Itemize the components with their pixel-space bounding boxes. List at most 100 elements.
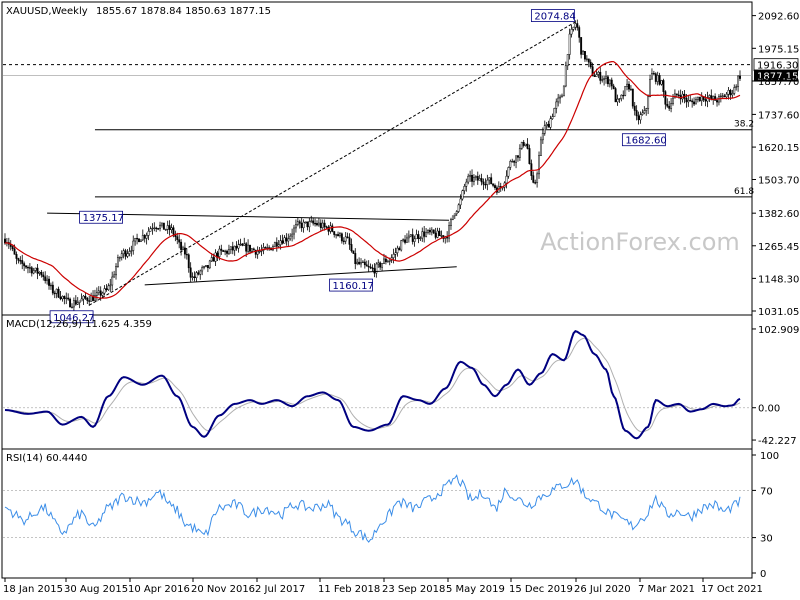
candle-body <box>285 237 288 242</box>
candle-body <box>654 73 657 82</box>
candle-body <box>27 266 29 269</box>
candle-body <box>400 240 403 251</box>
rsi-tick-label: 0 <box>760 569 766 580</box>
price-tick-label: 1265.45 <box>758 242 799 253</box>
candle-body <box>564 65 567 87</box>
axis-layer: 2092.60 1975.15 1857.70 1737.60 1620.15 1503.… <box>3 12 799 595</box>
candle-body <box>21 260 24 264</box>
candle-body <box>11 246 14 250</box>
candle-body <box>670 103 673 109</box>
candle-body <box>216 252 219 257</box>
candle-body <box>337 234 339 237</box>
price-tick-label: 1737.60 <box>758 110 799 121</box>
rsi-title: RSI(14) 60.4440 <box>6 453 87 464</box>
candle-body <box>388 260 391 262</box>
candle-body <box>407 235 410 239</box>
candle-body <box>118 257 121 259</box>
candle-body <box>539 139 542 156</box>
candle-body <box>23 263 26 267</box>
candle-body <box>509 161 512 168</box>
candle-body <box>155 227 158 229</box>
candle-body <box>517 155 519 158</box>
rsi-layer: 100 70 30 0 <box>3 451 779 580</box>
candle-body <box>296 221 299 225</box>
candle-body <box>672 97 674 104</box>
candle-body <box>536 173 539 183</box>
candle-body <box>235 245 238 249</box>
candle-body <box>105 288 108 290</box>
candle-body <box>371 267 374 269</box>
candle-body <box>731 93 734 96</box>
candle-body <box>584 51 586 60</box>
candle-body <box>691 100 694 103</box>
candle-body <box>664 91 667 105</box>
candle-body <box>201 267 204 272</box>
candle-body <box>438 230 441 236</box>
candle-body <box>88 300 91 302</box>
candle-body <box>222 250 225 252</box>
candle-body <box>51 284 54 294</box>
candle-body <box>384 258 387 263</box>
candle-body <box>122 250 125 255</box>
price-tick-label: 1148.30 <box>758 274 799 285</box>
rsi-line <box>4 474 741 543</box>
candle-body <box>195 272 198 279</box>
candle-body <box>132 240 135 251</box>
candle-body <box>589 61 592 67</box>
price-tick-label: 1031.05 <box>758 307 799 318</box>
candle-body <box>243 243 246 246</box>
candle-body <box>176 236 179 240</box>
candle-body <box>71 306 73 309</box>
candle-body <box>476 176 479 181</box>
candle-body <box>469 174 472 177</box>
trendline-1 <box>144 266 457 286</box>
candle-body <box>513 160 516 163</box>
candle-body <box>651 73 653 80</box>
price-tick-label: 1382.60 <box>758 209 799 220</box>
candle-body <box>115 266 117 276</box>
candle-body <box>256 251 259 255</box>
candle-body <box>92 295 94 301</box>
candle-body <box>515 155 518 163</box>
candle-body <box>505 175 508 184</box>
candle-body <box>331 225 334 232</box>
candle-body <box>647 96 650 109</box>
candle-body <box>467 175 470 183</box>
candle-body <box>287 238 290 242</box>
candle-body <box>44 276 47 281</box>
candle-body <box>138 238 140 243</box>
candle-body <box>518 148 521 158</box>
candle-body <box>566 54 569 67</box>
candle-body <box>227 249 230 254</box>
candle-body <box>675 93 678 96</box>
candle-body <box>212 257 215 262</box>
candle-body <box>197 272 200 275</box>
candle-body <box>626 83 629 87</box>
candle-body <box>139 239 142 243</box>
candle-body <box>649 78 651 97</box>
candle-body <box>348 237 351 245</box>
candle-body <box>658 75 661 85</box>
candle-body <box>666 104 669 107</box>
candle-body <box>739 75 741 79</box>
candle-body <box>352 250 355 254</box>
time-tick-label: 2 Jul 2017 <box>255 584 305 595</box>
candle-body <box>141 235 144 241</box>
candle-body <box>698 96 701 102</box>
candle-body <box>629 88 632 91</box>
candle-body <box>708 95 711 98</box>
fib-label-2: 61.8 <box>734 187 754 197</box>
candle-body <box>369 266 372 269</box>
candle-body <box>616 98 619 103</box>
candle-body <box>507 167 510 177</box>
candle-body <box>668 105 671 109</box>
candle-body <box>356 261 359 264</box>
price-tick-label: 1503.70 <box>758 175 799 186</box>
candle-body <box>568 33 571 55</box>
candle-body <box>76 302 79 305</box>
candle-body <box>425 232 428 237</box>
candle-body <box>143 235 146 239</box>
candle-body <box>419 237 422 240</box>
candle-body <box>597 71 600 75</box>
